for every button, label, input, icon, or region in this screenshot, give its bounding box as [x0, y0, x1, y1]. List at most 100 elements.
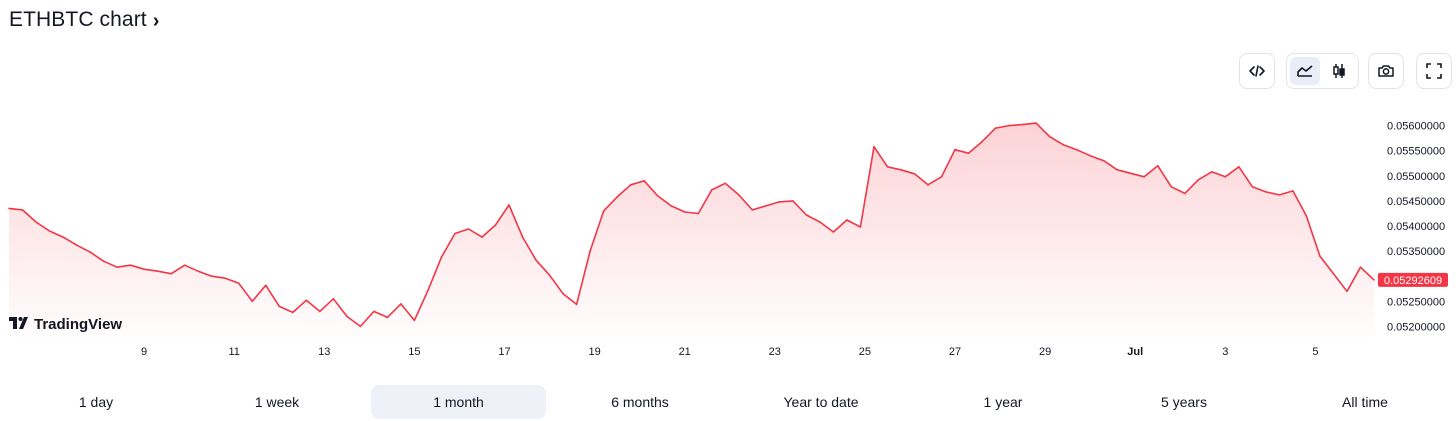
data-point: [251, 300, 254, 303]
data-point: [859, 226, 862, 228]
data-point: [1048, 135, 1051, 138]
range-1-month-button[interactable]: 1 month: [371, 385, 546, 419]
data-point: [1292, 190, 1294, 192]
page-title[interactable]: ETHBTC chart: [9, 8, 147, 31]
data-point: [183, 264, 186, 266]
price-line: [8, 122, 1375, 328]
data-point: [346, 315, 348, 318]
data-point: [846, 219, 848, 221]
data-point: [711, 189, 713, 191]
data-point: [129, 264, 132, 266]
data-point: [278, 305, 281, 308]
data-point: [683, 211, 686, 213]
line-chart-button[interactable]: [1290, 57, 1320, 85]
chevron-right-icon[interactable]: ›: [152, 9, 160, 32]
data-point: [386, 316, 389, 319]
data-point: [156, 270, 159, 272]
data-point: [102, 260, 105, 262]
data-point: [359, 325, 362, 328]
code-embed-icon: [1249, 65, 1265, 77]
x-tick-label: 11: [228, 346, 239, 358]
data-point: [548, 274, 551, 276]
data-point: [1184, 192, 1186, 195]
candlestick-button[interactable]: [1324, 57, 1354, 85]
range-6-months-button[interactable]: 6 months: [611, 394, 669, 410]
range-1-week-button[interactable]: 1 week: [254, 394, 300, 410]
data-point: [1062, 143, 1064, 146]
data-point: [1197, 179, 1200, 181]
data-point: [1224, 176, 1227, 178]
data-point: [1170, 186, 1173, 188]
data-point: [75, 244, 78, 246]
chart-toolbar: [0, 53, 1456, 91]
watermark-text: TradingView: [34, 316, 122, 333]
candlestick-icon: [1333, 64, 1345, 78]
data-point: [62, 236, 64, 238]
data-point: [738, 194, 740, 196]
data-point: [1116, 169, 1118, 171]
data-point: [1332, 272, 1335, 275]
data-point: [1102, 159, 1105, 162]
last-price-label: 0.05292609: [1384, 275, 1442, 287]
data-point: [332, 298, 335, 300]
snapshot-button[interactable]: [1368, 53, 1404, 89]
data-point: [48, 230, 51, 232]
data-point: [427, 289, 429, 292]
y-tick-label: 0.05250000: [1387, 296, 1445, 308]
data-point: [589, 250, 591, 252]
range-all-time-button[interactable]: All time: [1342, 394, 1388, 410]
fullscreen-button[interactable]: [1416, 53, 1452, 89]
data-point: [562, 293, 564, 295]
data-point: [1143, 176, 1145, 178]
data-point: [873, 145, 875, 148]
data-point: [724, 182, 727, 185]
x-tick-label: 21: [679, 346, 691, 358]
data-point: [535, 259, 537, 261]
data-point: [116, 266, 118, 268]
line-chart-icon: [1297, 65, 1313, 77]
y-axis: 0.05600000 0.05550000 0.05500000 0.05450000…: [1378, 121, 1448, 333]
data-point: [224, 277, 226, 279]
data-point: [778, 201, 781, 203]
tradingview-watermark: TradingView: [9, 316, 122, 333]
data-point: [656, 195, 659, 197]
chart-header[interactable]: ETHBTC chart ›: [9, 8, 159, 32]
data-point: [1035, 122, 1037, 124]
data-point: [1251, 186, 1254, 188]
x-tick-label: 15: [408, 346, 420, 358]
data-point: [305, 299, 308, 302]
data-point: [89, 251, 91, 253]
x-tick-label: 5: [1312, 346, 1318, 358]
x-tick-label: 13: [318, 346, 330, 358]
data-point: [8, 207, 10, 210]
data-point: [481, 236, 483, 238]
range-1-year-button[interactable]: 1 year: [983, 394, 1023, 410]
data-point: [1157, 165, 1159, 167]
x-tick-label: 23: [769, 346, 781, 358]
data-point: [197, 270, 199, 272]
data-point: [494, 224, 497, 226]
data-point: [886, 166, 889, 168]
data-point: [508, 204, 510, 206]
data-point: [697, 212, 700, 215]
data-point: [1359, 266, 1362, 268]
x-tick-label: 17: [498, 346, 510, 358]
chart-style-toggle: [1286, 53, 1359, 89]
data-point: [1278, 194, 1281, 196]
y-tick-label: 0.05500000: [1387, 171, 1445, 183]
y-tick-label: 0.05600000: [1387, 121, 1445, 133]
embed-button[interactable]: [1239, 53, 1275, 89]
data-point: [994, 127, 997, 129]
data-point: [629, 184, 632, 186]
price-chart[interactable]: 0.05600000 0.05550000 0.05500000 0.05450000…: [0, 100, 1456, 365]
last-price-badge: [1378, 272, 1448, 287]
data-point: [1319, 255, 1321, 257]
x-axis: 9 11 13 15 17 19 21 23 25 27 29 Jul 3 5: [141, 346, 1318, 358]
range-year-to-date-button[interactable]: Year to date: [783, 394, 859, 410]
data-point: [643, 180, 645, 182]
data-point: [616, 196, 618, 198]
data-point: [1089, 154, 1091, 157]
range-1-day-button[interactable]: 1 day: [78, 394, 114, 410]
range-5-years-button[interactable]: 5 years: [1161, 394, 1207, 410]
x-tick-label: 25: [859, 346, 871, 358]
